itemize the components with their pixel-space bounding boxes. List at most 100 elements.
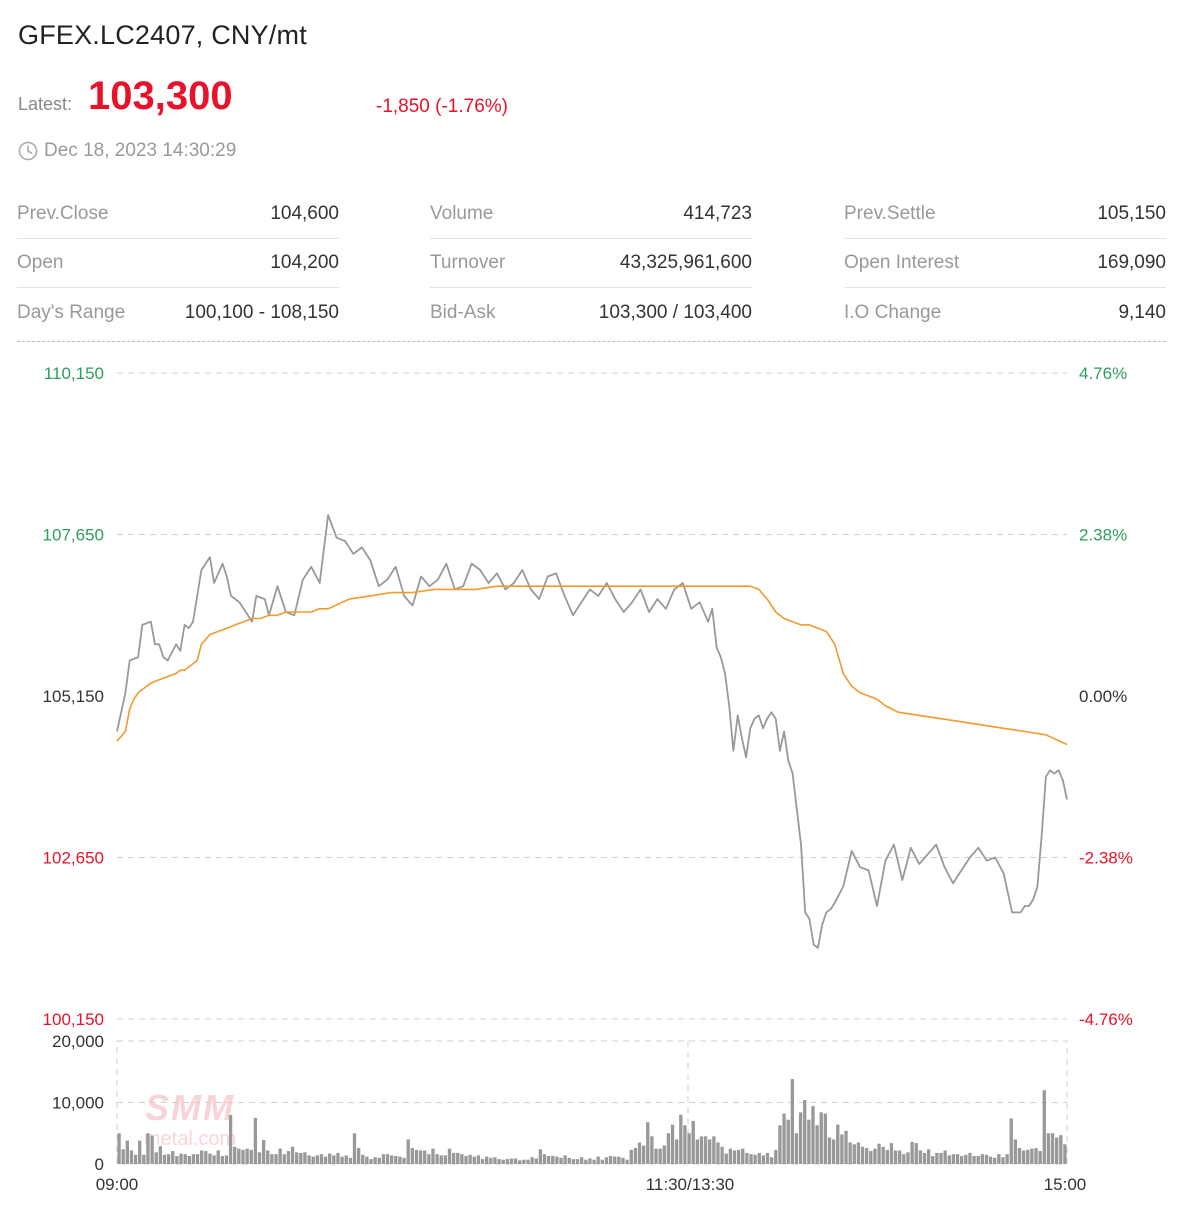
y-tick-label-left: 105,150 xyxy=(43,687,104,706)
volume-bar xyxy=(390,1155,394,1164)
volume-bar xyxy=(575,1159,580,1164)
timestamp-text: Dec 18, 2023 14:30:29 xyxy=(44,140,237,161)
volume-bar xyxy=(641,1145,646,1164)
volume-bar xyxy=(1026,1149,1030,1164)
volume-bar xyxy=(381,1154,386,1164)
stat-label: Day's Range xyxy=(17,301,126,323)
stat-value: 43,325,961,600 xyxy=(619,252,752,273)
y-tick-label-left: 110,150 xyxy=(44,364,104,383)
volume-bar xyxy=(493,1157,497,1164)
volume-bar xyxy=(1038,1151,1042,1164)
volume-bar xyxy=(625,1159,629,1164)
volume-bar xyxy=(831,1139,836,1164)
volume-bar xyxy=(534,1158,538,1164)
volume-bar xyxy=(757,1152,761,1164)
volume-bar xyxy=(980,1154,984,1164)
volume-bar xyxy=(270,1154,274,1164)
volume-bar xyxy=(637,1142,642,1164)
volume-bar xyxy=(253,1117,258,1164)
volume-bar xyxy=(385,1154,390,1164)
volume-bar xyxy=(910,1141,914,1164)
stat-label: Open xyxy=(17,252,64,273)
volume-bar xyxy=(873,1148,877,1164)
stat-label: Volume xyxy=(430,203,494,224)
volume-bar xyxy=(1009,1118,1013,1164)
volume-bar xyxy=(431,1148,435,1164)
volume-bar xyxy=(133,1154,138,1164)
volume-bar xyxy=(914,1143,918,1164)
stat-value: 105,150 xyxy=(1097,203,1166,224)
volume-bar xyxy=(670,1124,675,1164)
volume-bar xyxy=(274,1154,278,1164)
volume-bar xyxy=(352,1133,357,1164)
stat-value: 103,300 / 103,400 xyxy=(598,301,752,323)
volume-bar xyxy=(480,1159,485,1164)
volume-bar xyxy=(200,1150,204,1164)
volume-bar xyxy=(898,1150,902,1164)
volume-bar xyxy=(654,1148,658,1164)
stat-turnover: Turnover 43,325,961,600 xyxy=(430,239,752,288)
volume-y-tick-label: 10,000 xyxy=(52,1094,104,1113)
volume-bar xyxy=(266,1150,270,1164)
y-tick-label-right: 2.38% xyxy=(1079,526,1127,545)
svg-text:SMM: SMM xyxy=(145,1087,235,1128)
volume-bar xyxy=(1017,1148,1022,1164)
volume-bar xyxy=(233,1146,237,1164)
volume-bar xyxy=(621,1157,625,1164)
volume-bar xyxy=(546,1156,551,1164)
volume-bar xyxy=(1055,1137,1059,1164)
volume-bar xyxy=(290,1146,295,1164)
volume-bar xyxy=(377,1157,381,1164)
y-tick-label-left: 107,650 xyxy=(43,526,104,545)
stat-value: 104,600 xyxy=(270,203,339,224)
volume-bar xyxy=(489,1157,493,1164)
volume-bar xyxy=(328,1153,332,1164)
volume-bar xyxy=(1034,1148,1038,1164)
volume-bar xyxy=(687,1133,691,1164)
volume-bar xyxy=(860,1146,865,1164)
volume-bar xyxy=(976,1156,980,1164)
volume-bar xyxy=(580,1157,584,1164)
volume-bar xyxy=(439,1155,443,1164)
volume-bar xyxy=(563,1155,567,1164)
volume-bar xyxy=(121,1149,125,1164)
volume-bar xyxy=(315,1155,319,1164)
svg-text:metal.com: metal.com xyxy=(144,1128,236,1150)
volume-bar xyxy=(931,1156,935,1164)
volume-bar xyxy=(650,1136,654,1164)
volume-bar xyxy=(171,1151,175,1164)
volume-bar xyxy=(187,1156,191,1164)
volume-bar xyxy=(476,1155,481,1164)
volume-bar xyxy=(749,1154,753,1164)
stat-prev-close: Prev.Close 104,600 xyxy=(17,190,339,239)
volume-bar xyxy=(984,1154,989,1164)
volume-bar xyxy=(596,1156,600,1164)
volume-bar xyxy=(947,1155,951,1164)
volume-bar xyxy=(286,1151,291,1164)
volume-bar xyxy=(943,1150,947,1164)
volume-bar xyxy=(960,1156,964,1164)
volume-bar xyxy=(423,1150,427,1164)
volume-bar xyxy=(848,1142,852,1164)
volume-bar xyxy=(683,1125,687,1164)
volume-bar xyxy=(542,1154,547,1164)
volume-bar xyxy=(237,1148,241,1164)
volume-bar xyxy=(968,1152,972,1164)
volume-bar xyxy=(699,1136,704,1164)
volume-bar xyxy=(1059,1135,1063,1164)
volume-bar xyxy=(745,1152,749,1164)
volume-bar xyxy=(608,1156,613,1164)
volume-bar xyxy=(307,1155,311,1164)
volume-bar xyxy=(402,1157,406,1164)
volume-bar xyxy=(658,1148,662,1164)
volume-bar xyxy=(902,1154,906,1164)
volume-bar xyxy=(827,1137,832,1164)
x-tick-label: 09:00 xyxy=(96,1175,139,1194)
stat-label: I.O Change xyxy=(844,301,942,323)
volume-bar xyxy=(1046,1133,1051,1164)
volume-bar xyxy=(840,1134,844,1164)
stat-value: 9,140 xyxy=(1118,301,1166,323)
volume-bar xyxy=(257,1152,262,1164)
volume-bar xyxy=(877,1143,881,1164)
volume-bar xyxy=(629,1149,633,1164)
